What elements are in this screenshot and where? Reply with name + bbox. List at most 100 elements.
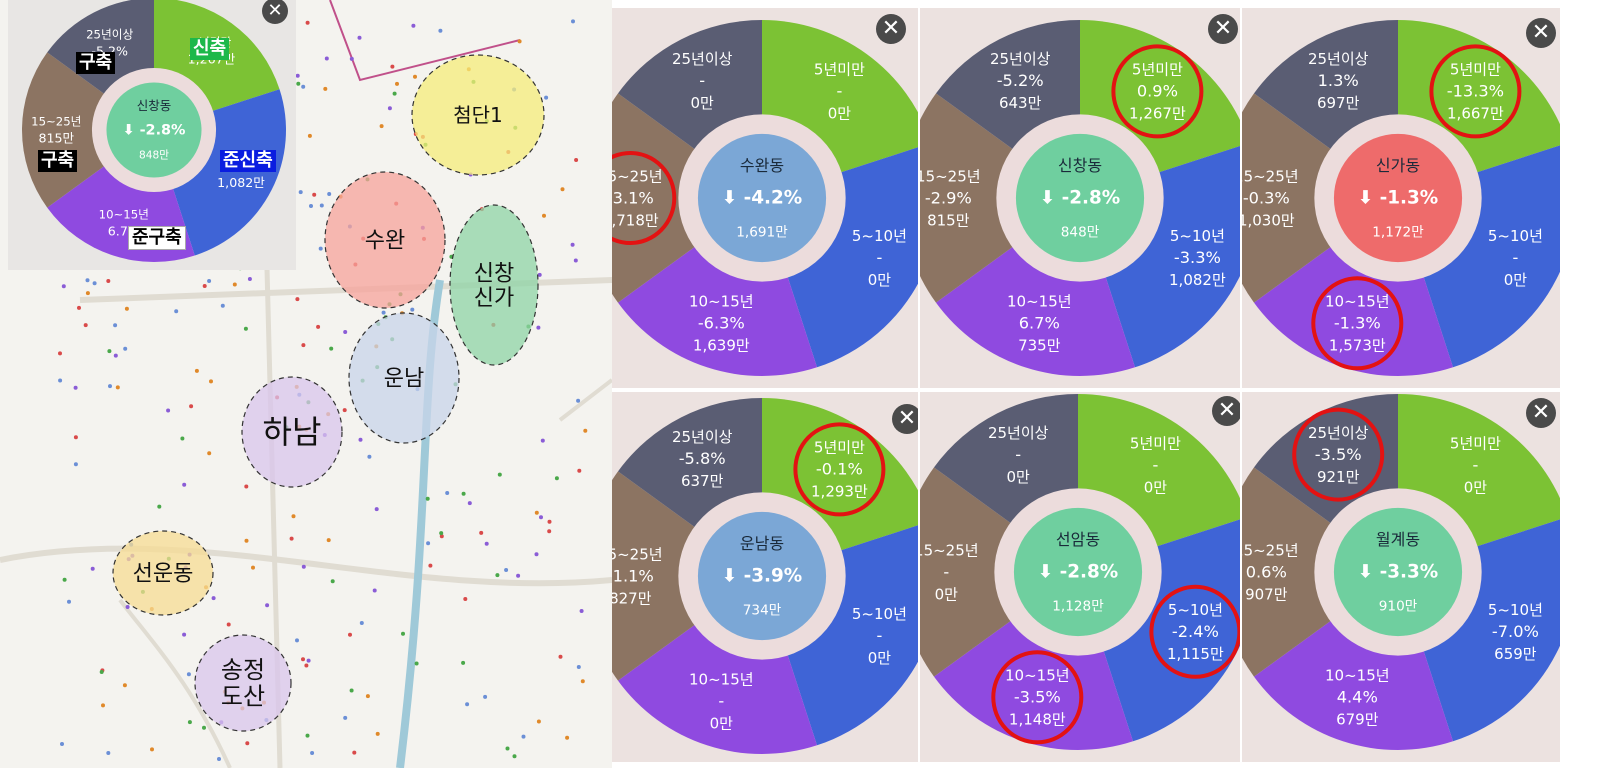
map-dot xyxy=(291,514,296,519)
donut-center-price: 910만 xyxy=(1379,598,1418,614)
map-zone-shape xyxy=(324,171,446,309)
donut-segment-label: 1,082만 xyxy=(1169,271,1226,289)
map-dot xyxy=(301,564,306,569)
map-dot xyxy=(301,84,306,89)
map-dot xyxy=(113,353,118,358)
legend-tag-old-2: 구축 xyxy=(38,150,78,172)
donut-segment-label: - xyxy=(1512,248,1518,267)
close-icon[interactable]: ✕ xyxy=(876,14,906,44)
donut-center xyxy=(1333,507,1463,637)
map-dot xyxy=(243,326,248,331)
donut-segment-label: -5.8% xyxy=(679,449,726,468)
close-icon[interactable]: ✕ xyxy=(1526,398,1556,428)
donut-center xyxy=(1013,507,1143,637)
map-dot xyxy=(122,683,127,688)
donut-center xyxy=(1333,133,1463,263)
donut-chart-unnam: 5년미만 -0.1% 1,293만 5~10년 - 0만 10~15년 - 0만 15~25년 -1… xyxy=(612,398,918,755)
map-dot xyxy=(85,291,90,296)
map-dot xyxy=(497,472,502,477)
map-zone-label: 신창 xyxy=(474,262,514,287)
donut-center xyxy=(106,82,202,178)
map-dot xyxy=(410,307,415,312)
close-icon[interactable]: ✕ xyxy=(892,404,918,434)
map-dot xyxy=(395,81,399,86)
map-dot xyxy=(413,74,417,79)
map-dot xyxy=(547,529,552,534)
donut-segment-label: 5~10년 xyxy=(1488,227,1543,245)
close-icon[interactable]: ✕ xyxy=(262,0,288,24)
map-dot xyxy=(512,754,517,759)
donut-chart-singa: 5년미만 -13.3% 1,667만 5~10년 - 0만 10~15년 -1.3% 1,573… xyxy=(1242,20,1560,377)
map-zone[interactable]: 선운동 xyxy=(112,530,214,616)
map-dot xyxy=(439,534,444,539)
donut-center-price: 734만 xyxy=(743,602,782,618)
map-dot xyxy=(324,56,329,61)
map-zone-shape xyxy=(449,204,539,366)
map-zone-shape xyxy=(241,376,343,488)
map-dot xyxy=(484,541,489,546)
map-zone[interactable]: 운남 xyxy=(348,312,460,444)
donut-segment-label: - xyxy=(836,82,842,101)
close-icon[interactable]: ✕ xyxy=(1526,18,1556,48)
donut-segment-label: 0.6% xyxy=(1246,562,1287,581)
donut-segment-label: 25년이상 xyxy=(672,50,733,68)
donut-tile-wolgye: 5년미만 - 0만 5~10년 -7.0% 659만 10~15년 4.4% 679만 15~25… xyxy=(1242,392,1560,762)
map-dot xyxy=(301,657,305,662)
highlight-ring xyxy=(1292,407,1385,502)
map-dot xyxy=(108,384,112,389)
map-dot xyxy=(536,719,541,724)
donut-segment-label: -7.0% xyxy=(1492,622,1539,641)
donut-segment-label: 1,030만 xyxy=(1242,211,1295,229)
map-dot xyxy=(295,297,300,302)
map-dot xyxy=(516,573,521,578)
donut-tile-unnam: 5년미만 -0.1% 1,293만 5~10년 - 0만 10~15년 - 0만 15~25년 -1… xyxy=(612,392,918,762)
donut-segment-label: 15~25년 xyxy=(1242,167,1299,185)
map-zone[interactable]: 첨단1 xyxy=(411,54,545,176)
map-dot xyxy=(99,670,104,674)
donut-segment-label: 0만 xyxy=(1144,479,1168,497)
donut-segment-label: 1,293만 xyxy=(811,483,868,501)
map-dot xyxy=(244,484,249,489)
map-dot xyxy=(483,694,488,699)
map-zone-label: 하남 xyxy=(263,413,322,451)
map-dot xyxy=(186,672,191,677)
donut-center-price: 1,128만 xyxy=(1052,598,1104,614)
donut-chart-sinchang: 5년미만 0.9% 1,267만 5~10년 -3.3% 1,082만 10~15년 6.7%… xyxy=(920,20,1240,377)
map-dot xyxy=(381,310,386,315)
donut-segment-label: 25년이상 xyxy=(1308,424,1369,442)
donut-segment-label: 10~15년 xyxy=(689,671,754,689)
donut-segment-label: 1,667만 xyxy=(1447,105,1504,123)
close-icon[interactable]: ✕ xyxy=(1212,396,1240,426)
donut-segment-label: -13.3% xyxy=(1447,82,1504,101)
map-dot xyxy=(306,658,311,663)
donut-segment-label: 5~10년 xyxy=(1488,601,1543,619)
donut-segment-label: 1,639만 xyxy=(693,337,750,355)
map-dot xyxy=(73,385,78,390)
donut-segment-label: 5년미만 xyxy=(814,61,865,79)
map-dot xyxy=(372,588,377,593)
map-dot xyxy=(106,279,111,283)
donut-center-change: ⬇ -3.3% xyxy=(1358,562,1438,583)
donut-segment-label: 10~15년 xyxy=(1325,667,1390,685)
donut-segment-label: -3.5% xyxy=(1014,688,1061,707)
donut-tile-suwan: 5년미만 - 0만 5~10년 - 0만 10~15년 -6.3% 1,639만 15~25년 -3… xyxy=(612,8,918,388)
map-dot xyxy=(304,663,309,668)
map-dot xyxy=(348,632,352,637)
map-zone[interactable]: 하남 xyxy=(241,376,343,488)
donut-segment-label: 907만 xyxy=(1245,585,1288,603)
legend-tag-new: 신축 xyxy=(190,38,230,60)
donut-center-price: 848만 xyxy=(1061,224,1100,240)
donut-segment-label: - xyxy=(1015,445,1021,464)
donut-tile-seonam: 5년미만 - 0만 5~10년 -2.4% 1,115만 10~15년 -3.5% 1,148만… xyxy=(920,392,1240,762)
donut-tile-sinchang: 5년미만 0.9% 1,267만 5~10년 -3.3% 1,082만 10~15년 6.7%… xyxy=(920,8,1240,388)
close-icon[interactable]: ✕ xyxy=(1208,14,1238,44)
map-dot xyxy=(194,368,199,373)
donut-segment-label: 1,115만 xyxy=(1167,645,1224,663)
map-zone[interactable]: 수완 xyxy=(324,171,446,309)
donut-center-change: ⬇ -2.8% xyxy=(123,122,186,138)
donut-segment-label: 735만 xyxy=(1018,337,1061,355)
map-dot xyxy=(560,187,565,192)
donut-segment-label: 0만 xyxy=(828,105,852,123)
